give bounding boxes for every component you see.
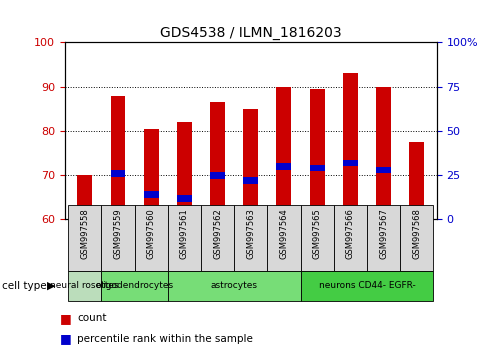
Text: GSM997563: GSM997563 <box>246 209 255 259</box>
Bar <box>276 87 291 219</box>
Bar <box>234 205 267 271</box>
Text: GSM997559: GSM997559 <box>113 209 122 259</box>
Text: neural rosettes: neural rosettes <box>50 281 119 290</box>
Bar <box>101 205 135 271</box>
Text: GSM997558: GSM997558 <box>80 209 89 259</box>
Bar <box>177 122 192 219</box>
Bar <box>168 271 300 301</box>
Bar <box>201 205 234 271</box>
Bar <box>300 271 433 301</box>
Text: GSM997565: GSM997565 <box>313 209 322 259</box>
Text: percentile rank within the sample: percentile rank within the sample <box>77 334 253 344</box>
Bar <box>144 129 159 219</box>
Bar <box>409 206 424 212</box>
Text: cell type: cell type <box>2 281 47 291</box>
Bar <box>343 160 358 166</box>
Bar <box>210 172 225 178</box>
Bar <box>310 89 325 219</box>
Bar <box>101 271 168 301</box>
Text: GSM997562: GSM997562 <box>213 209 222 259</box>
Bar <box>244 177 258 184</box>
Text: ▶: ▶ <box>47 281 56 291</box>
Bar <box>68 205 101 271</box>
Bar <box>400 205 433 271</box>
Bar <box>310 165 325 171</box>
Bar <box>135 205 168 271</box>
Bar <box>77 215 92 221</box>
Bar <box>68 271 101 301</box>
Bar <box>144 192 159 198</box>
Text: neurons CD44- EGFR-: neurons CD44- EGFR- <box>318 281 415 290</box>
Title: GDS4538 / ILMN_1816203: GDS4538 / ILMN_1816203 <box>160 26 341 40</box>
Bar <box>110 96 125 219</box>
Text: ■: ■ <box>60 312 72 325</box>
Bar <box>244 109 258 219</box>
Bar <box>300 205 334 271</box>
Text: GSM997567: GSM997567 <box>379 209 388 259</box>
Text: GSM997561: GSM997561 <box>180 209 189 259</box>
Text: ■: ■ <box>60 332 72 346</box>
Bar <box>276 163 291 170</box>
Bar <box>210 102 225 219</box>
Text: GSM997564: GSM997564 <box>279 209 288 259</box>
Bar <box>168 205 201 271</box>
Bar <box>367 205 400 271</box>
Text: oligodendrocytes: oligodendrocytes <box>95 281 174 290</box>
Bar <box>409 142 424 219</box>
Bar <box>376 167 391 173</box>
Bar <box>343 73 358 219</box>
Bar <box>77 175 92 219</box>
Text: astrocytes: astrocytes <box>211 281 257 290</box>
Text: GSM997560: GSM997560 <box>147 209 156 259</box>
Bar <box>110 170 125 177</box>
Bar <box>376 87 391 219</box>
Text: GSM997566: GSM997566 <box>346 209 355 259</box>
Bar <box>177 195 192 201</box>
Text: count: count <box>77 313 107 323</box>
Text: GSM997568: GSM997568 <box>412 209 421 259</box>
Bar <box>334 205 367 271</box>
Bar <box>267 205 300 271</box>
